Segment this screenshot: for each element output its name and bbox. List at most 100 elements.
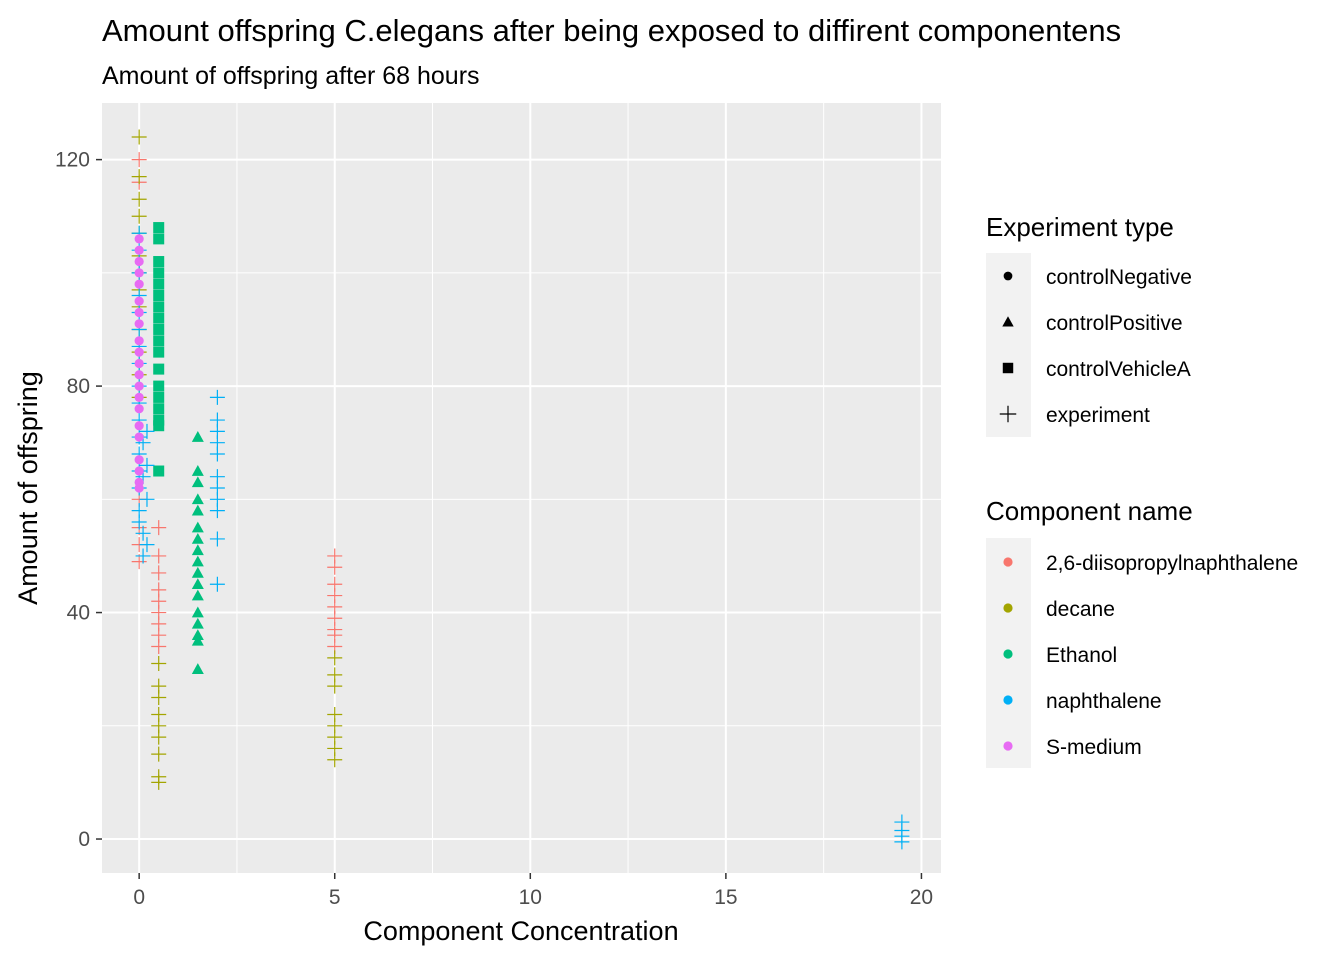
data-point [151,729,167,745]
data-point [131,129,147,145]
data-point [191,504,204,516]
data-point [134,483,144,493]
data-point [135,548,151,564]
legend-key [999,405,1017,423]
data-point [153,222,165,234]
data-point [134,392,144,403]
data-point [153,335,165,347]
data-point [153,346,165,358]
data-point [153,290,165,301]
data-point [131,169,147,185]
data-point [151,639,167,655]
y-tick-label: 120 [55,149,90,172]
data-point [134,370,144,380]
data-point [191,532,204,544]
data-point [134,234,144,244]
data-point [151,689,167,705]
data-point [134,381,144,391]
data-point [209,389,225,405]
legend-label: controlPositive [1046,312,1183,335]
data-point [153,233,165,245]
data-point [209,446,225,462]
data-point [153,391,165,403]
data-point [134,455,144,465]
legend-label: controlNegative [1046,266,1192,289]
legend-component-name: Component name 2,6-diisopropylnaphthalene… [986,496,1298,768]
chart-subtitle: Amount of offspring after 68 hours [102,62,480,90]
data-point [134,256,144,267]
data-point [153,278,165,290]
x-tick-label: 20 [910,886,933,909]
data-point [134,347,144,357]
legend-title: Experiment type [986,212,1174,242]
x-tick-label: 10 [519,886,542,909]
data-point [134,268,144,278]
data-point [191,544,204,556]
data-point [191,663,204,674]
data-point [327,678,343,694]
legend-key [1002,316,1014,327]
legend-key [1003,557,1013,567]
legend-label: controlVehicleA [1046,358,1191,381]
x-axis-label: Component Concentration [363,916,678,946]
data-point [151,774,167,790]
data-point [134,358,144,369]
legend-label: Ethanol [1046,644,1117,667]
data-point [153,323,165,335]
data-point [134,296,144,306]
data-point [153,420,165,432]
axis-ticks: 0 40 80 120 0 5 10 15 20 [55,149,933,909]
legend-key [1003,649,1013,659]
data-point [151,548,167,564]
data-point [139,537,155,553]
data-point [191,465,204,476]
legend-key [1002,362,1014,374]
legend-title: Component name [986,496,1193,526]
chart-title: Amount offspring C.elegans after being e… [102,13,1121,48]
data-point [153,301,165,313]
data-point [191,578,204,590]
x-tick-label: 15 [714,886,737,909]
y-tick-label: 0 [78,828,90,851]
data-point [151,656,167,672]
legend-label: S-medium [1046,736,1142,759]
data-point [134,319,144,329]
data-point [151,746,167,762]
data-point [131,208,147,224]
legend-experiment-type: Experiment type controlNegative controlPos… [986,212,1192,437]
data-point [153,312,165,324]
y-tick-label: 80 [67,375,90,398]
data-point [191,555,204,567]
data-point [153,380,165,392]
data-point [153,256,165,268]
legend-label: naphthalene [1046,690,1162,713]
data-point [153,267,165,279]
data-point [153,465,165,477]
data-point [134,279,144,289]
legend-label: decane [1046,598,1115,621]
data-point [135,525,151,541]
data-point [191,634,204,646]
plot-panel [102,103,941,873]
data-point [191,431,204,442]
data-point [327,650,343,666]
data-point [191,617,204,629]
data-point [191,629,204,641]
legend-key [1003,741,1013,751]
legend-key [1003,271,1013,281]
data-point [134,404,144,414]
data-point [209,503,225,519]
data-point [327,752,343,768]
data-point [134,432,144,442]
data-point [134,466,144,476]
data-point [894,834,910,850]
data-point [139,423,155,439]
legend-key [1003,695,1013,705]
legend-key [1003,603,1013,613]
data-point [191,566,204,578]
data-point [153,403,165,415]
data-point [134,421,144,431]
data-point [191,476,204,488]
x-tick-label: 5 [329,886,341,909]
